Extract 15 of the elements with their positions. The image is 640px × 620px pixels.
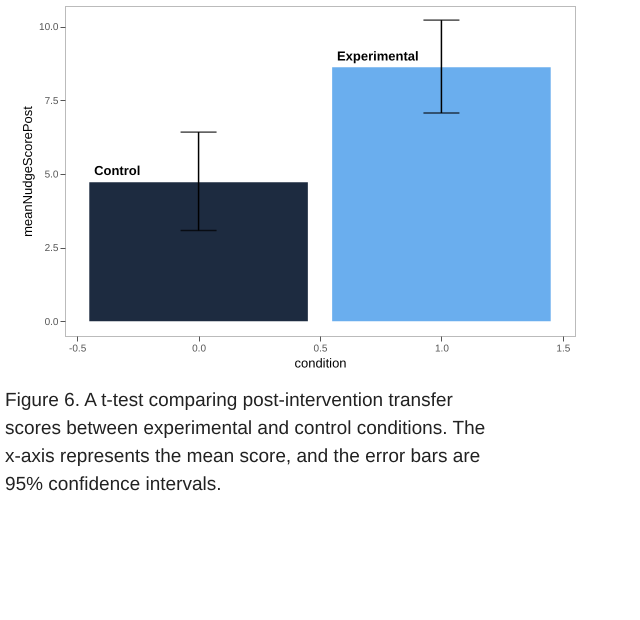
x-axis-title: condition — [294, 356, 347, 370]
x-tick-label: 1.0 — [434, 344, 450, 354]
caption: Figure 6. A t-test comparing post-intervention transfer scores between experimental and control conditions. The x-axis represents the mean score, and the error bars are 95% confidence intervals. — [5, 390, 486, 495]
x-tick-label: -0.5 — [69, 344, 87, 354]
y-tick-label: 0.0 — [44, 316, 59, 328]
y-tick-label: 5.0 — [44, 169, 59, 180]
y-tick-label: 7.5 — [44, 96, 59, 107]
series-label: Experimental — [337, 48, 419, 64]
x-tick-label: 0.0 — [192, 344, 206, 354]
y-tick-label: 10.0 — [39, 22, 59, 34]
y-tick-label: 2.5 — [44, 243, 59, 254]
y-axis-title: meanNudgeScorePost — [20, 106, 36, 237]
x-tick-label: 0.5 — [314, 344, 328, 354]
series-label: Control — [94, 163, 140, 178]
x-tick-label: 1.5 — [556, 344, 571, 354]
